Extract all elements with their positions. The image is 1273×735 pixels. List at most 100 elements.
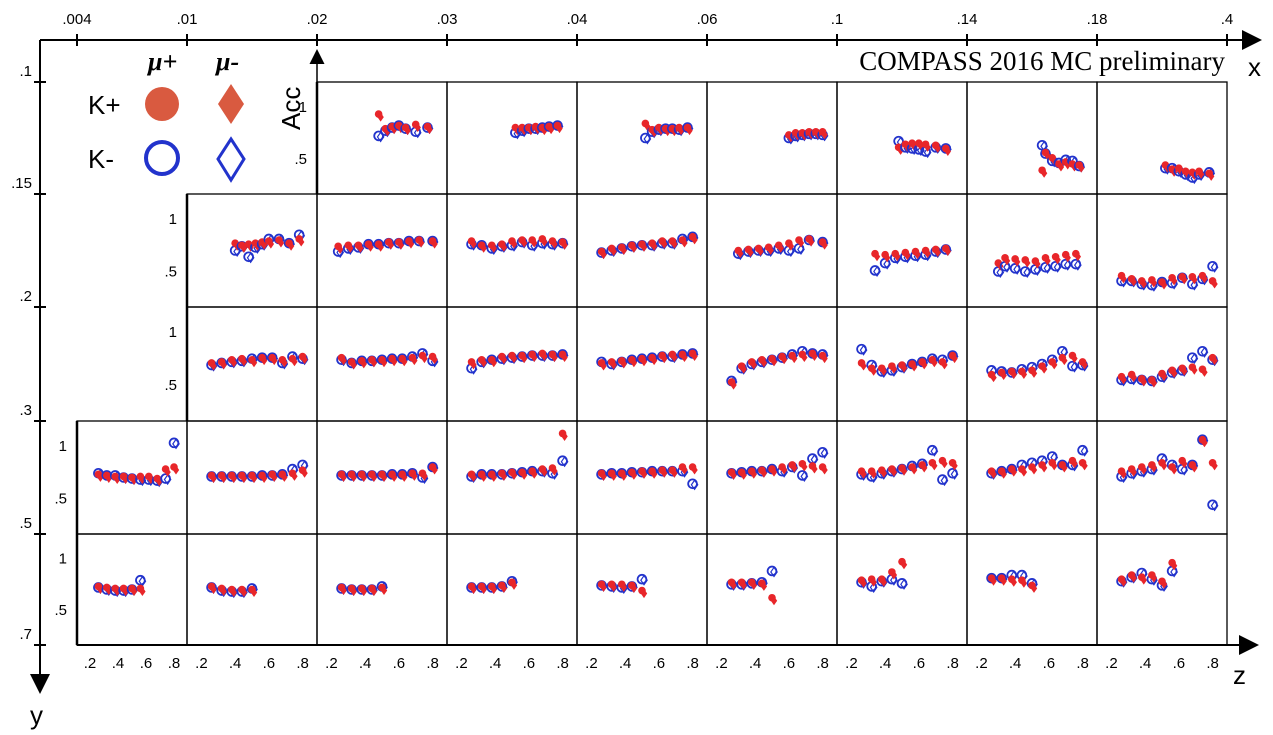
legend-header-mu-plus: μ+ bbox=[146, 47, 177, 76]
point-kplus-muminus-r3-c2-3 bbox=[370, 472, 378, 482]
point-kplus-muminus-r2-c7-0 bbox=[990, 373, 997, 383]
point-kplus-muminus-r2-c7-8 bbox=[1071, 353, 1078, 364]
point-kplus-muminus-r0-c5-5 bbox=[821, 130, 828, 140]
z-tick-label-c2-0: .2 bbox=[325, 655, 338, 672]
point-kplus-muminus-r4-c2-1 bbox=[350, 586, 357, 597]
point-kplus-muminus-r4-c4-0 bbox=[600, 582, 607, 592]
point-kplus-muminus-r2-c8-9 bbox=[1211, 356, 1218, 366]
point-kminus-muminus-r1-c8-7 bbox=[1190, 279, 1199, 291]
point-kplus-muminus-r2-c5-5 bbox=[780, 355, 788, 365]
point-kplus-muminus-r1-c5-7 bbox=[807, 237, 815, 247]
point-kplus-muminus-r3-c1-9 bbox=[301, 468, 308, 478]
point-kplus-muminus-r3-c5-6 bbox=[791, 463, 798, 473]
point-kplus-muminus-r1-c4-3 bbox=[630, 243, 638, 253]
point-kplus-muminus-r1-c3-9 bbox=[561, 240, 568, 250]
point-kplus-muminus-r1-c3-8 bbox=[551, 239, 558, 249]
point-kplus-muminus-r3-c2-1 bbox=[350, 472, 357, 482]
panel-frame-r0-c3 bbox=[446, 81, 578, 195]
x-bin-label-6: .1 bbox=[831, 11, 844, 28]
point-kplus-muminus-r3-c3-3 bbox=[500, 471, 508, 481]
point-kplus-muminus-r4-c8-2 bbox=[1140, 575, 1147, 585]
point-kplus-muminus-r1-c6-3 bbox=[904, 251, 911, 261]
point-kplus-muminus-r1-c3-7 bbox=[541, 237, 548, 247]
z-tick-label-c3-2: .6 bbox=[523, 655, 536, 672]
point-kplus-muminus-r3-c7-6 bbox=[1051, 461, 1058, 471]
z-tick-label-c1-3: .8 bbox=[296, 655, 309, 672]
point-kminus-muminus-r4-c5-4 bbox=[770, 566, 778, 578]
acc-tick-label-r2-1: .5 bbox=[164, 377, 177, 394]
point-kplus-muminus-r2-c8-7 bbox=[1191, 365, 1198, 375]
point-kplus-muminus-r2-c7-5 bbox=[1040, 364, 1048, 374]
point-kplus-muminus-r4-c8-1 bbox=[1130, 573, 1137, 583]
point-kplus-muminus-r2-c6-1 bbox=[870, 366, 877, 376]
legend-header-mu-minus: μ- bbox=[214, 47, 239, 76]
z-tick-label-c1-0: .2 bbox=[195, 655, 208, 672]
point-kplus-muminus-r3-c2-0 bbox=[340, 472, 347, 482]
point-kplus-muminus-r2-c5-2 bbox=[750, 360, 757, 370]
point-kplus-muminus-r2-c3-5 bbox=[520, 353, 528, 364]
acc-tick-label-r1-1: .5 bbox=[164, 264, 177, 281]
point-kplus-muminus-r1-c8-2 bbox=[1140, 279, 1147, 289]
point-kplus-muminus-r0-c2-5 bbox=[414, 122, 421, 133]
z-tick-label-c8-3: .8 bbox=[1206, 655, 1219, 672]
legend-row-k-minus: K- bbox=[88, 144, 114, 174]
panel-frame-r4-c6 bbox=[836, 533, 968, 646]
point-kplus-muminus-r1-c2-3 bbox=[367, 242, 374, 252]
point-kplus-muminus-r3-c4-9 bbox=[691, 465, 698, 475]
point-kplus-muminus-r3-c1-4 bbox=[250, 473, 258, 483]
point-kminus-muminus-r0-c3-0 bbox=[513, 128, 522, 140]
point-kplus-muminus-r1-c5-2 bbox=[757, 246, 764, 256]
point-kminus-muminus-r2-c8-7 bbox=[1190, 353, 1199, 365]
point-kminus-muminus-r3-c5-9 bbox=[820, 447, 829, 459]
point-kplus-muminus-r3-c8-5 bbox=[1170, 465, 1178, 475]
point-kplus-muminus-r3-c8-6 bbox=[1181, 459, 1188, 469]
point-kplus-muminus-r3-c3-0 bbox=[470, 472, 477, 482]
point-kplus-muminus-r0-c2-4 bbox=[404, 126, 411, 136]
point-kplus-muminus-r2-c8-1 bbox=[1130, 373, 1137, 383]
point-kplus-muminus-r2-c7-4 bbox=[1030, 368, 1038, 378]
point-kplus-muminus-r3-c4-8 bbox=[681, 465, 688, 475]
y-bin-label-3: .3 bbox=[19, 402, 32, 419]
point-kplus-muminus-r1-c1-5 bbox=[267, 239, 275, 249]
chart-title: COMPASS 2016 MC preliminary bbox=[859, 46, 1225, 76]
point-kplus-muminus-r3-c3-4 bbox=[510, 470, 518, 480]
point-kplus-muminus-r4-c5-1 bbox=[740, 580, 747, 590]
z-tick-label-c1-1: .4 bbox=[229, 655, 242, 672]
point-kplus-muminus-r2-c4-6 bbox=[661, 353, 668, 364]
point-kplus-muminus-r1-c1-8 bbox=[298, 237, 305, 247]
point-kminus-muminus-r1-c5-6 bbox=[797, 243, 805, 255]
y-bin-label-1: .15 bbox=[11, 175, 32, 192]
point-kplus-muminus-r2-c1-7 bbox=[281, 358, 288, 368]
point-kplus-muminus-r2-c3-7 bbox=[541, 351, 548, 361]
point-kplus-muminus-r2-c6-8 bbox=[941, 360, 948, 370]
point-kplus-muminus-r3-c8-2 bbox=[1140, 465, 1147, 475]
z-tick-label-c4-0: .2 bbox=[585, 655, 598, 672]
point-kplus-muminus-r3-c6-3 bbox=[890, 467, 898, 477]
point-kplus-muminus-r4-c4-2 bbox=[620, 582, 627, 592]
point-kplus-muminus-r3-c3-5 bbox=[520, 470, 528, 480]
z-tick-label-c6-0: .2 bbox=[845, 655, 858, 672]
x-bin-label-1: .01 bbox=[177, 11, 198, 28]
point-kplus-muminus-r4-c6-3 bbox=[890, 570, 898, 580]
point-kplus-muminus-r2-c7-1 bbox=[1000, 370, 1007, 381]
point-kplus-muminus-r1-c7-2 bbox=[1013, 257, 1021, 267]
point-kplus-muminus-r4-c1-2 bbox=[230, 587, 237, 598]
point-kplus-muminus-r4-c4-1 bbox=[610, 582, 617, 592]
point-kplus-muminus-r2-c1-2 bbox=[230, 358, 237, 368]
point-kminus-muminus-r3-c8-6 bbox=[1180, 464, 1189, 476]
point-kplus-muminus-r4-c3-3 bbox=[500, 583, 508, 593]
point-kplus-muminus-r3-c2-9 bbox=[431, 465, 438, 475]
point-kplus-muminus-r2-c2-3 bbox=[370, 358, 378, 368]
point-kplus-muminus-r3-c0-9 bbox=[172, 465, 180, 475]
z-tick-label-c2-1: .4 bbox=[359, 655, 372, 672]
point-kplus-muminus-r2-c2-7 bbox=[411, 356, 418, 366]
point-kminus-muminus-r3-c6-1 bbox=[869, 471, 878, 483]
point-kplus-muminus-r1-c1-4 bbox=[260, 240, 268, 250]
point-kminus-muminus-r3-c4-9 bbox=[690, 479, 699, 491]
point-kplus-muminus-r1-c8-4 bbox=[1160, 280, 1168, 290]
point-kplus-muminus-r1-c5-0 bbox=[737, 248, 744, 259]
panel-frame-r1-c2 bbox=[316, 193, 448, 308]
point-kplus-muminus-r2-c4-7 bbox=[671, 352, 678, 363]
panel-frame-r3-c5 bbox=[706, 420, 838, 535]
point-kplus-muminus-r2-c2-0 bbox=[340, 356, 347, 366]
